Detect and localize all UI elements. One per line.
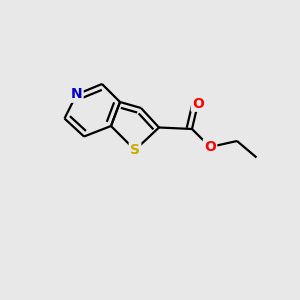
Text: O: O bbox=[192, 97, 204, 110]
Text: S: S bbox=[130, 143, 140, 157]
Text: O: O bbox=[204, 140, 216, 154]
Text: N: N bbox=[71, 88, 82, 101]
